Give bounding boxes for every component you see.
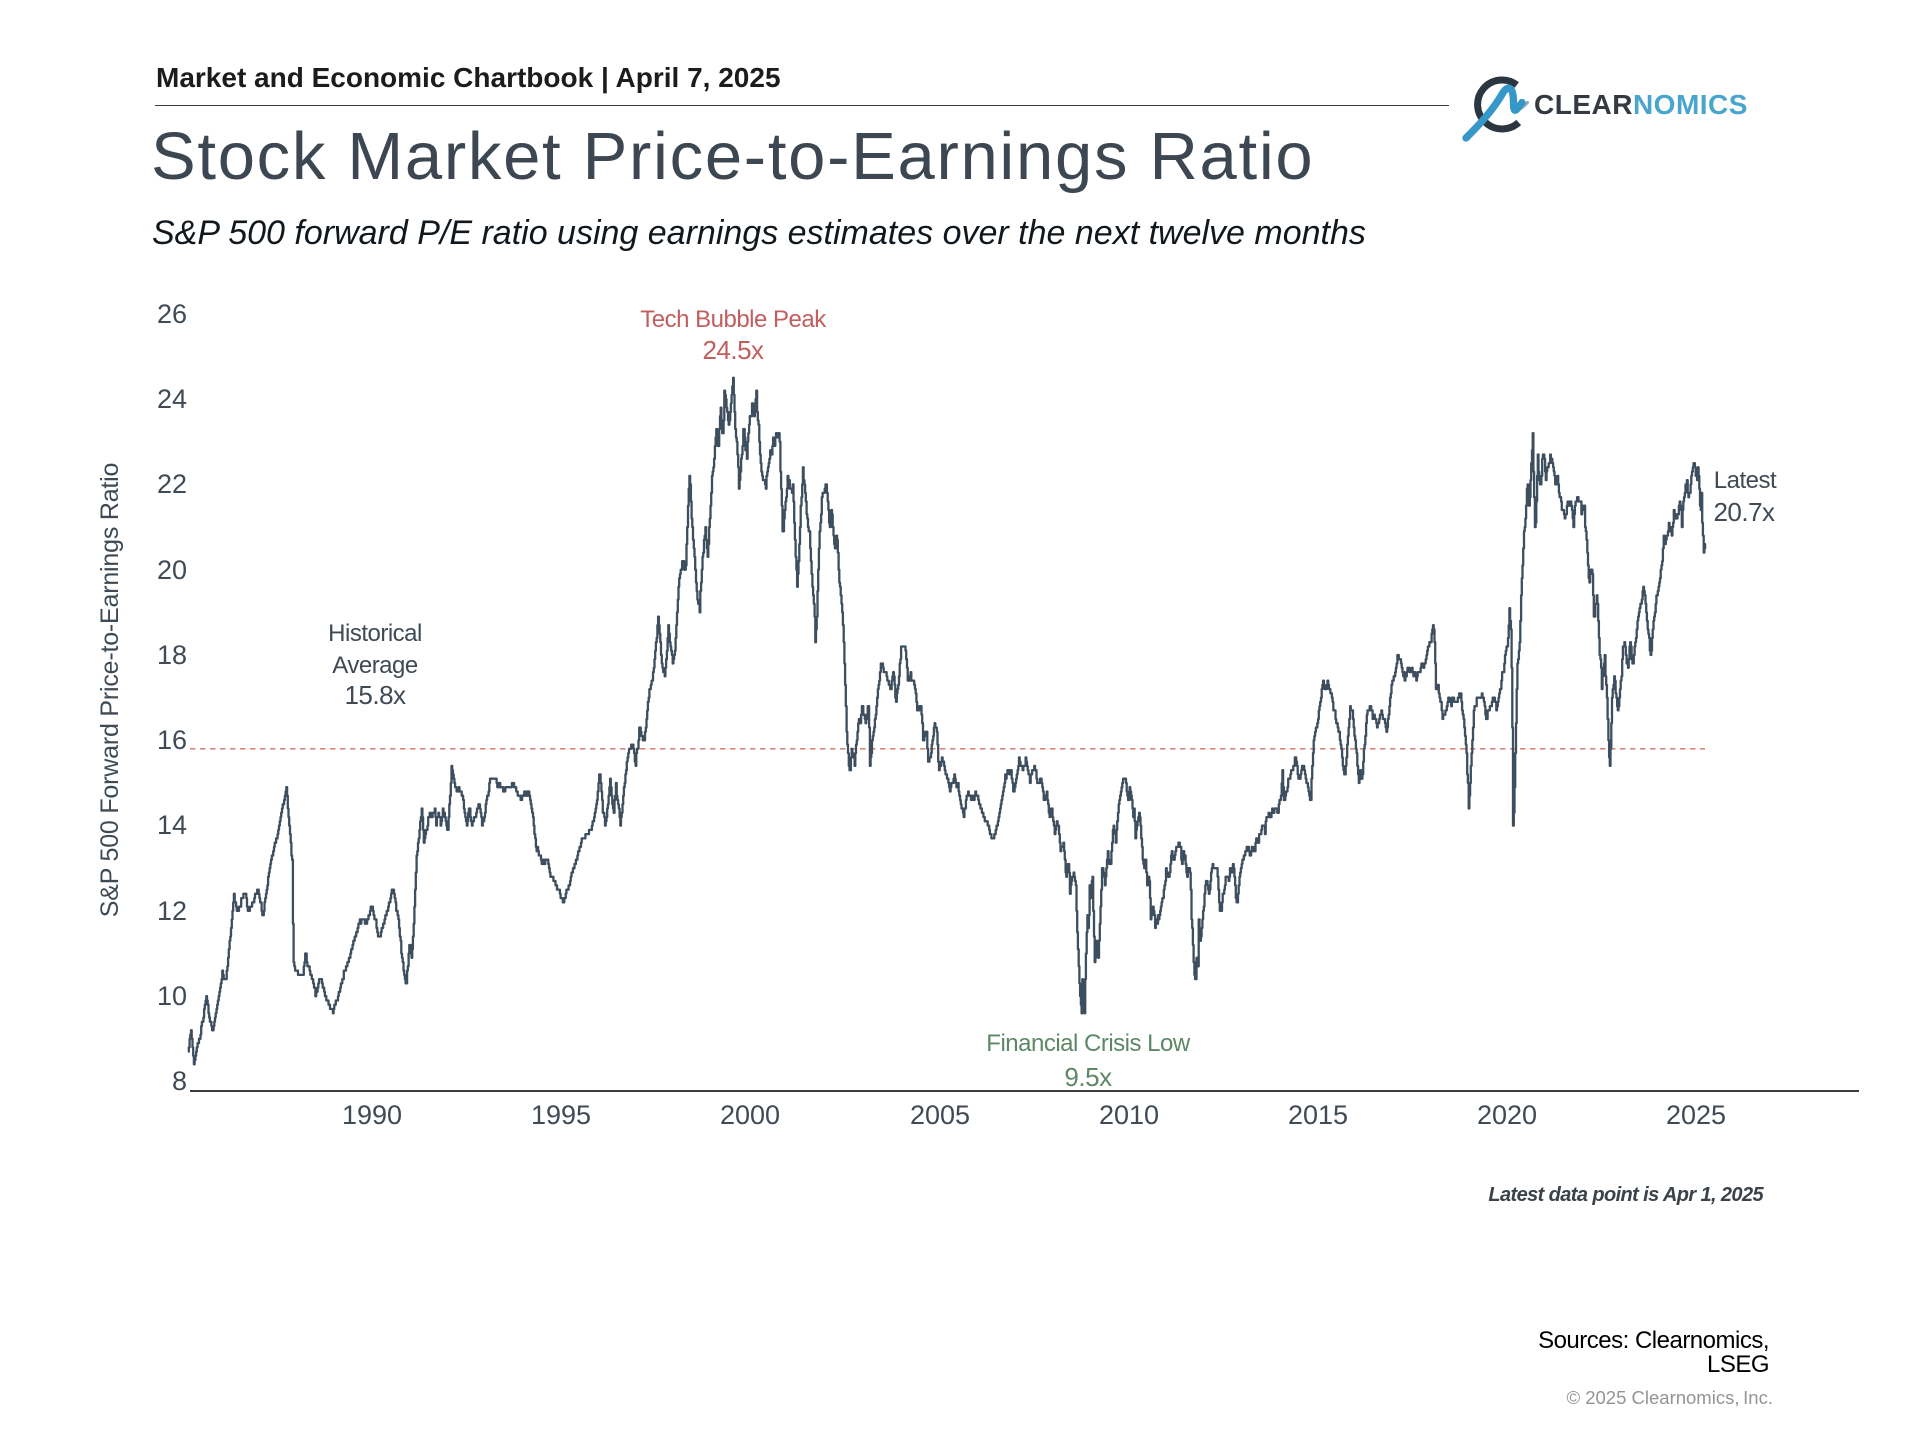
svg-text:9.5x: 9.5x [1064, 1062, 1112, 1092]
svg-text:Average: Average [332, 652, 418, 679]
svg-text:15.8x: 15.8x [344, 680, 406, 710]
svg-text:2020: 2020 [1477, 1100, 1537, 1130]
svg-text:Historical: Historical [328, 620, 422, 647]
svg-text:14: 14 [157, 810, 187, 840]
svg-text:1990: 1990 [342, 1100, 402, 1130]
svg-text:20: 20 [157, 555, 187, 585]
svg-text:18: 18 [157, 640, 187, 670]
svg-text:16: 16 [157, 725, 187, 755]
svg-text:26: 26 [157, 299, 187, 329]
svg-text:2015: 2015 [1288, 1100, 1348, 1130]
svg-text:Tech Bubble Peak: Tech Bubble Peak [640, 306, 827, 333]
svg-text:2010: 2010 [1099, 1100, 1159, 1130]
svg-text:S&P 500 Forward Price-to-Earni: S&P 500 Forward Price-to-Earnings Ratio [96, 463, 124, 917]
svg-text:2005: 2005 [910, 1100, 970, 1130]
svg-text:Latest: Latest [1714, 467, 1777, 494]
svg-text:2025: 2025 [1666, 1100, 1726, 1130]
svg-text:20.7x: 20.7x [1713, 497, 1775, 527]
svg-text:1995: 1995 [531, 1100, 591, 1130]
svg-text:10: 10 [157, 981, 187, 1011]
svg-text:24.5x: 24.5x [702, 335, 764, 365]
svg-text:8: 8 [172, 1066, 187, 1096]
svg-text:22: 22 [157, 469, 187, 499]
svg-text:CLEARNOMICS: CLEARNOMICS [1534, 89, 1748, 120]
svg-text:24: 24 [157, 384, 187, 414]
svg-text:Financial Crisis Low: Financial Crisis Low [986, 1030, 1191, 1057]
svg-text:2000: 2000 [720, 1100, 780, 1130]
svg-text:12: 12 [157, 896, 187, 926]
